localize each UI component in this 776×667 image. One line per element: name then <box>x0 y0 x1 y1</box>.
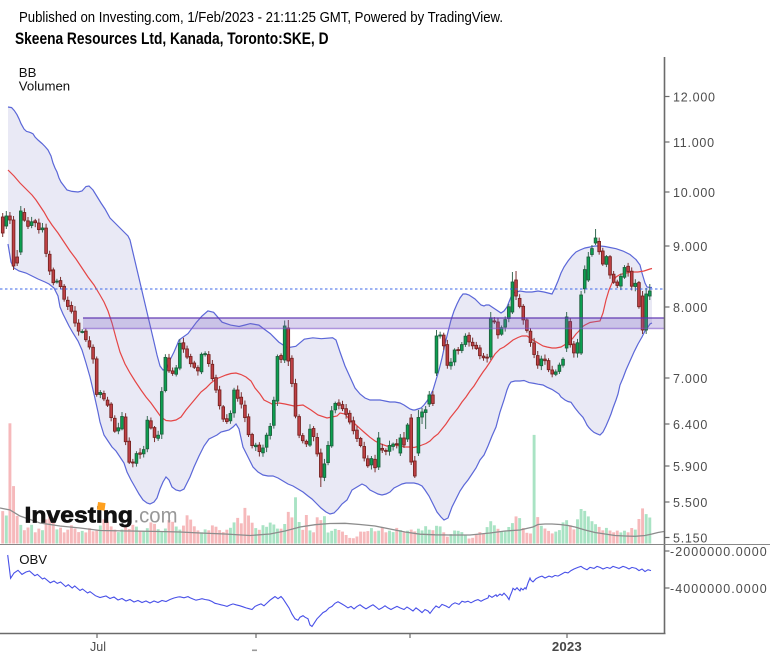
svg-text:5.900: 5.900 <box>673 460 708 474</box>
svg-text:10.000: 10.000 <box>673 186 716 200</box>
svg-text:Published on Investing.com, 1/: Published on Investing.com, 1/Feb/2023 -… <box>19 9 503 26</box>
svg-text:.com: .com <box>134 504 178 528</box>
svg-text:11.000: 11.000 <box>673 136 715 150</box>
svg-text:7.000: 7.000 <box>673 372 708 386</box>
svg-text:2023: 2023 <box>552 639 582 654</box>
svg-text:BB: BB <box>19 65 37 80</box>
svg-text:Jul: Jul <box>90 640 106 654</box>
svg-text:Investing: Investing <box>25 503 134 528</box>
svg-text:5.500: 5.500 <box>673 496 708 510</box>
svg-text:Volumen: Volumen <box>19 78 70 93</box>
svg-text:6.400: 6.400 <box>673 418 708 432</box>
svg-text:-4000000.0000: -4000000.0000 <box>670 582 768 596</box>
svg-text:Skeena Resources Ltd, Kanada,: Skeena Resources Ltd, Kanada, Toronto:SK… <box>15 30 329 48</box>
svg-text:-2000000.0000: -2000000.0000 <box>670 545 768 559</box>
svg-text:5.150: 5.150 <box>673 531 708 545</box>
svg-text:OBV: OBV <box>19 552 47 567</box>
svg-text:8.000: 8.000 <box>673 301 708 315</box>
svg-text:12.000: 12.000 <box>673 90 716 104</box>
svg-text:9.000: 9.000 <box>673 240 708 254</box>
